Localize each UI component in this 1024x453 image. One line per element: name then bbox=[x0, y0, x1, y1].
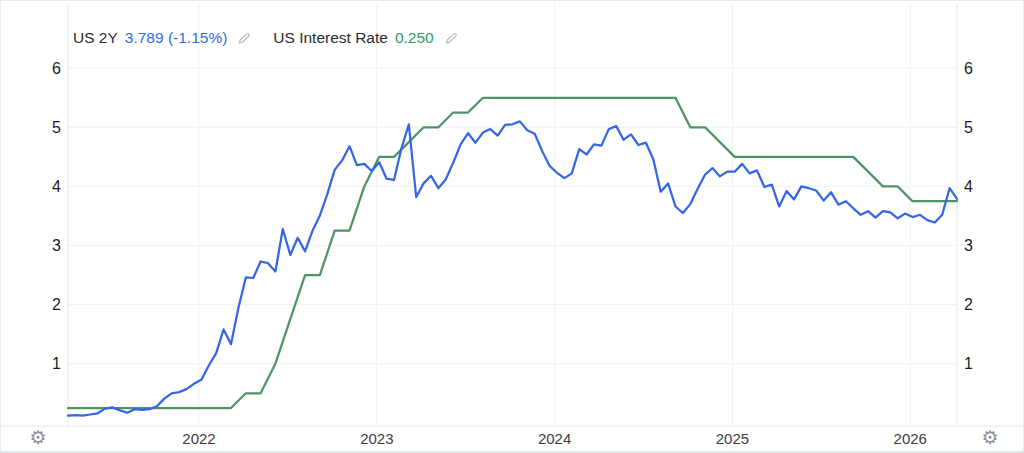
us2y-value: 3.789 (-1.15%) bbox=[125, 29, 228, 47]
interest-rate-line-series bbox=[68, 98, 957, 408]
y-axis-label-right: 1 bbox=[964, 355, 973, 372]
y-axis-label-left: 3 bbox=[52, 237, 61, 254]
settings-gear-left-icon[interactable]: ⚙ bbox=[26, 425, 50, 449]
interest-rate-label: US Interest Rate bbox=[273, 29, 388, 47]
x-axis-label: 2024 bbox=[538, 430, 571, 447]
legend-item-us2y: US 2Y 3.789 (-1.15%) bbox=[73, 29, 251, 47]
y-axis-label-left: 6 bbox=[52, 60, 61, 77]
y-axis-label-left: 2 bbox=[52, 296, 61, 313]
y-axis-label-right: 3 bbox=[964, 237, 973, 254]
x-axis-label: 2022 bbox=[182, 430, 215, 447]
x-axis-label: 2026 bbox=[894, 430, 927, 447]
y-axis-label-right: 2 bbox=[964, 296, 973, 313]
y-axis-label-right: 5 bbox=[964, 119, 973, 136]
us2y-line-series bbox=[68, 121, 957, 415]
y-axis-label-right: 4 bbox=[964, 178, 973, 195]
chart-plot-area[interactable]: 1 1 2 2 3 3 4 4 5 5 6 6 2022 2023 2024 2025 2026 bbox=[1, 1, 1024, 453]
interest-rate-value: 0.250 bbox=[395, 29, 434, 47]
y-axis-label-right: 6 bbox=[964, 60, 973, 77]
y-axis-label-left: 4 bbox=[52, 178, 61, 195]
interest-rate-chart: 1 1 2 2 3 3 4 4 5 5 6 6 2022 2023 2024 2025 2026 US 2Y 3… bbox=[0, 0, 1024, 453]
x-axis-label: 2023 bbox=[360, 430, 393, 447]
edit-interest-rate-icon[interactable] bbox=[443, 31, 458, 46]
y-axis-label-left: 5 bbox=[52, 119, 61, 136]
legend: US 2Y 3.789 (-1.15%) US Interest Rate 0.… bbox=[73, 29, 458, 47]
legend-item-interest-rate: US Interest Rate 0.250 bbox=[273, 29, 457, 47]
edit-us2y-icon[interactable] bbox=[236, 31, 251, 46]
y-axis-label-left: 1 bbox=[52, 355, 61, 372]
x-axis-label: 2025 bbox=[716, 430, 749, 447]
us2y-label: US 2Y bbox=[73, 29, 118, 47]
settings-gear-right-icon[interactable]: ⚙ bbox=[978, 425, 1002, 449]
